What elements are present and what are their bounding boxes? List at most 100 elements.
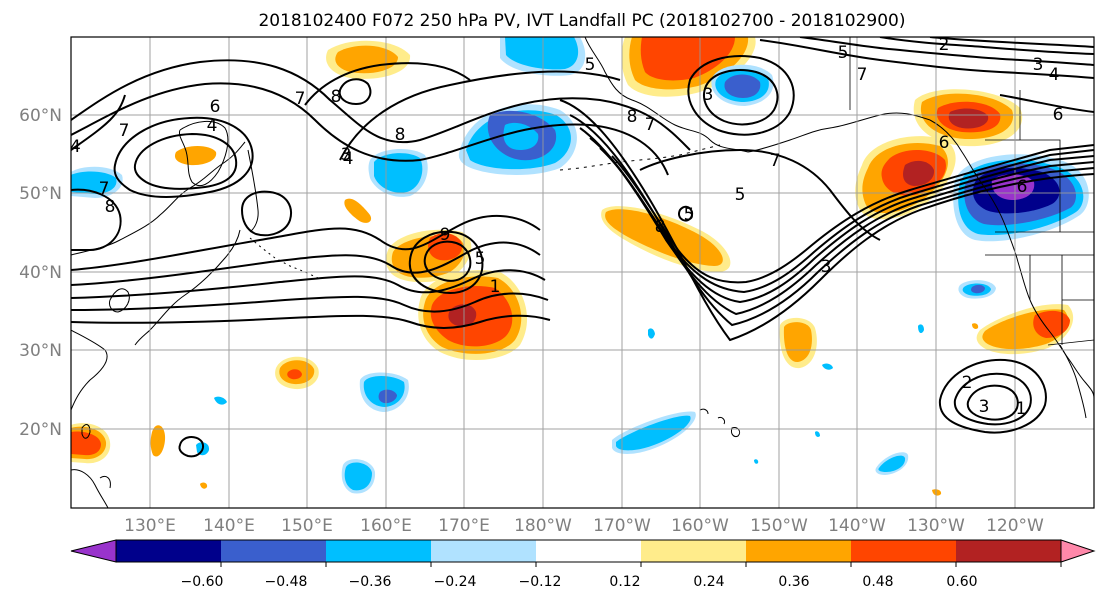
contour-label: 2: [962, 373, 973, 393]
contour-label: 1: [490, 277, 501, 297]
coastline-hawaii: [699, 408, 741, 437]
lon-label-170w: 170°W: [593, 516, 651, 536]
pos-anomaly-west-pacific-core: [335, 45, 398, 74]
lat-label-60n: 60°N: [19, 106, 62, 126]
coastline-taiwan: [81, 424, 91, 439]
colorbar-swatch: [221, 540, 327, 562]
contour-label: 6: [1053, 105, 1064, 125]
contour-label: 7: [645, 115, 656, 135]
neg-anomaly-small-east-5: [754, 459, 759, 464]
contour-label: 5: [475, 249, 486, 269]
pv-contour-west-jet-north: [71, 94, 126, 151]
map-frame: [70, 36, 1095, 509]
contour-label: 7: [857, 65, 868, 85]
contour-label: 7: [119, 121, 130, 141]
pv-contours: [71, 37, 1094, 458]
figure-title: 2018102400 F072 250 hPa PV, IVT Landfall…: [258, 11, 905, 31]
lon-label-150w: 150°W: [750, 516, 808, 536]
pv-contour-jet-3: [71, 269, 546, 299]
contour-label: 3: [703, 85, 714, 105]
neg-anomaly-small-east-2: [918, 324, 924, 334]
pv-contour-west-edge-ring: [71, 188, 122, 251]
neg-anomaly-eastern-pacific-core: [971, 284, 985, 294]
neg-anomaly-small-subtropical: [214, 396, 227, 405]
contour-label: 8: [105, 197, 116, 217]
lat-label-30n: 30°N: [19, 341, 62, 361]
pv-contour-aleutian-small: [678, 205, 694, 222]
pv-contour-arctic-4: [929, 37, 1094, 48]
neg-anomaly-small-east-1: [648, 328, 655, 339]
coastline-korea: [109, 288, 130, 313]
contour-label: 6: [939, 133, 950, 153]
contour-label: 4: [70, 137, 81, 157]
colorbar-swatch: [851, 540, 957, 562]
lon-label-140w: 140°W: [828, 516, 886, 536]
pv-contour-east-trough-1: [559, 99, 1094, 342]
colorbar-swatch: [641, 540, 747, 562]
coastline-california: [1029, 299, 1094, 399]
colorbar-tick-label: −0.48: [265, 574, 308, 590]
colorbar-frame: [115, 539, 1062, 563]
colorbar-swatch: [746, 540, 852, 562]
lon-label-140e: 140°E: [203, 516, 255, 536]
pv-contour-jet-1: [71, 214, 541, 271]
pv-contour-west-trough-1: [71, 59, 691, 151]
pos-anomaly-subtropical-east-mid: [783, 322, 812, 363]
colorbar-extend-high: [1060, 539, 1096, 563]
pv-contour-bering-ridge-1: [339, 70, 621, 161]
lon-label-130w: 130°W: [907, 516, 965, 536]
pv-contour-arctic-1: [759, 39, 1094, 79]
pv-contour-gulf-alaska-ridge: [639, 148, 881, 241]
contour-label: 5: [684, 205, 695, 225]
pv-contour-mid-pacific-cutoff-inner: [423, 240, 472, 282]
pv-contour-west-trough-2: [71, 82, 669, 176]
pv-contour-subtropical-high-3: [966, 384, 1019, 421]
pv-contour-sea-okhotsk: [240, 190, 292, 237]
contour-label: 2: [939, 35, 950, 55]
contour-label: 6: [1017, 177, 1028, 197]
coastline-kamchatka: [179, 121, 229, 187]
lon-label-130e: 130°E: [124, 516, 176, 536]
pv-contour-subtropical-high-2: [953, 372, 1032, 426]
pos-anomaly-small-north: [344, 198, 372, 223]
contour-label: 8: [331, 87, 342, 107]
pv-contour-east-trough-6: [611, 144, 1094, 284]
pos-anomaly-philippine-sea-core: [71, 431, 101, 456]
colorbar-swatch: [116, 540, 222, 562]
pv-contour-jet-4: [71, 292, 549, 313]
colorbar-extend-low: [70, 539, 117, 563]
pv-contour-subtropical-high: [938, 358, 1047, 434]
contour-label: 5: [735, 185, 746, 205]
pv-contour-bering-ring-small: [338, 78, 372, 106]
contour-label: 7: [295, 89, 306, 109]
contour-label: 4: [343, 149, 354, 169]
colorbar-tick-label: 0.12: [609, 574, 640, 590]
pv-contour-arctic-2: [799, 37, 1094, 66]
contour-label: 6: [210, 97, 221, 117]
colorbar-tick-label: −0.36: [349, 574, 392, 590]
pv-contour-arctic-5: [999, 94, 1094, 113]
colorbar-tick-label: −0.60: [181, 574, 224, 590]
pv-contour-jet-5: [71, 314, 551, 329]
colorbar-tick-label: 0.24: [693, 574, 724, 590]
longitude-labels: 130°E 140°E 150°E 160°E 170°E 180°W 170°…: [124, 516, 1044, 536]
contour-label: 3: [821, 257, 832, 277]
lon-label-150e: 150°E: [281, 516, 333, 536]
coastline-asia-east: [71, 141, 246, 256]
colorbar-tick-label: 0.48: [862, 574, 893, 590]
contour-label: 3: [979, 397, 990, 417]
neg-anomaly-tropical-east-mid: [878, 455, 906, 472]
pv-contour-arctic-3: [879, 37, 1094, 55]
colorbar-swatch: [956, 540, 1062, 562]
coastline-china: [71, 329, 108, 411]
contour-label: 8: [655, 217, 666, 237]
lon-label-120w: 120°W: [986, 516, 1044, 536]
contour-label: 4: [1049, 65, 1060, 85]
pv-contour-tropical-cutoff: [178, 436, 204, 458]
pos-anomaly-subtropical-west-core: [287, 369, 302, 380]
coastline-aleutian: [559, 144, 721, 171]
pv-contour-mid-pacific-cutoff: [408, 230, 484, 294]
neg-anomaly-alaska-interior-core: [724, 74, 761, 98]
border-us-mexico: [1047, 339, 1094, 346]
political-borders: [849, 37, 1094, 346]
